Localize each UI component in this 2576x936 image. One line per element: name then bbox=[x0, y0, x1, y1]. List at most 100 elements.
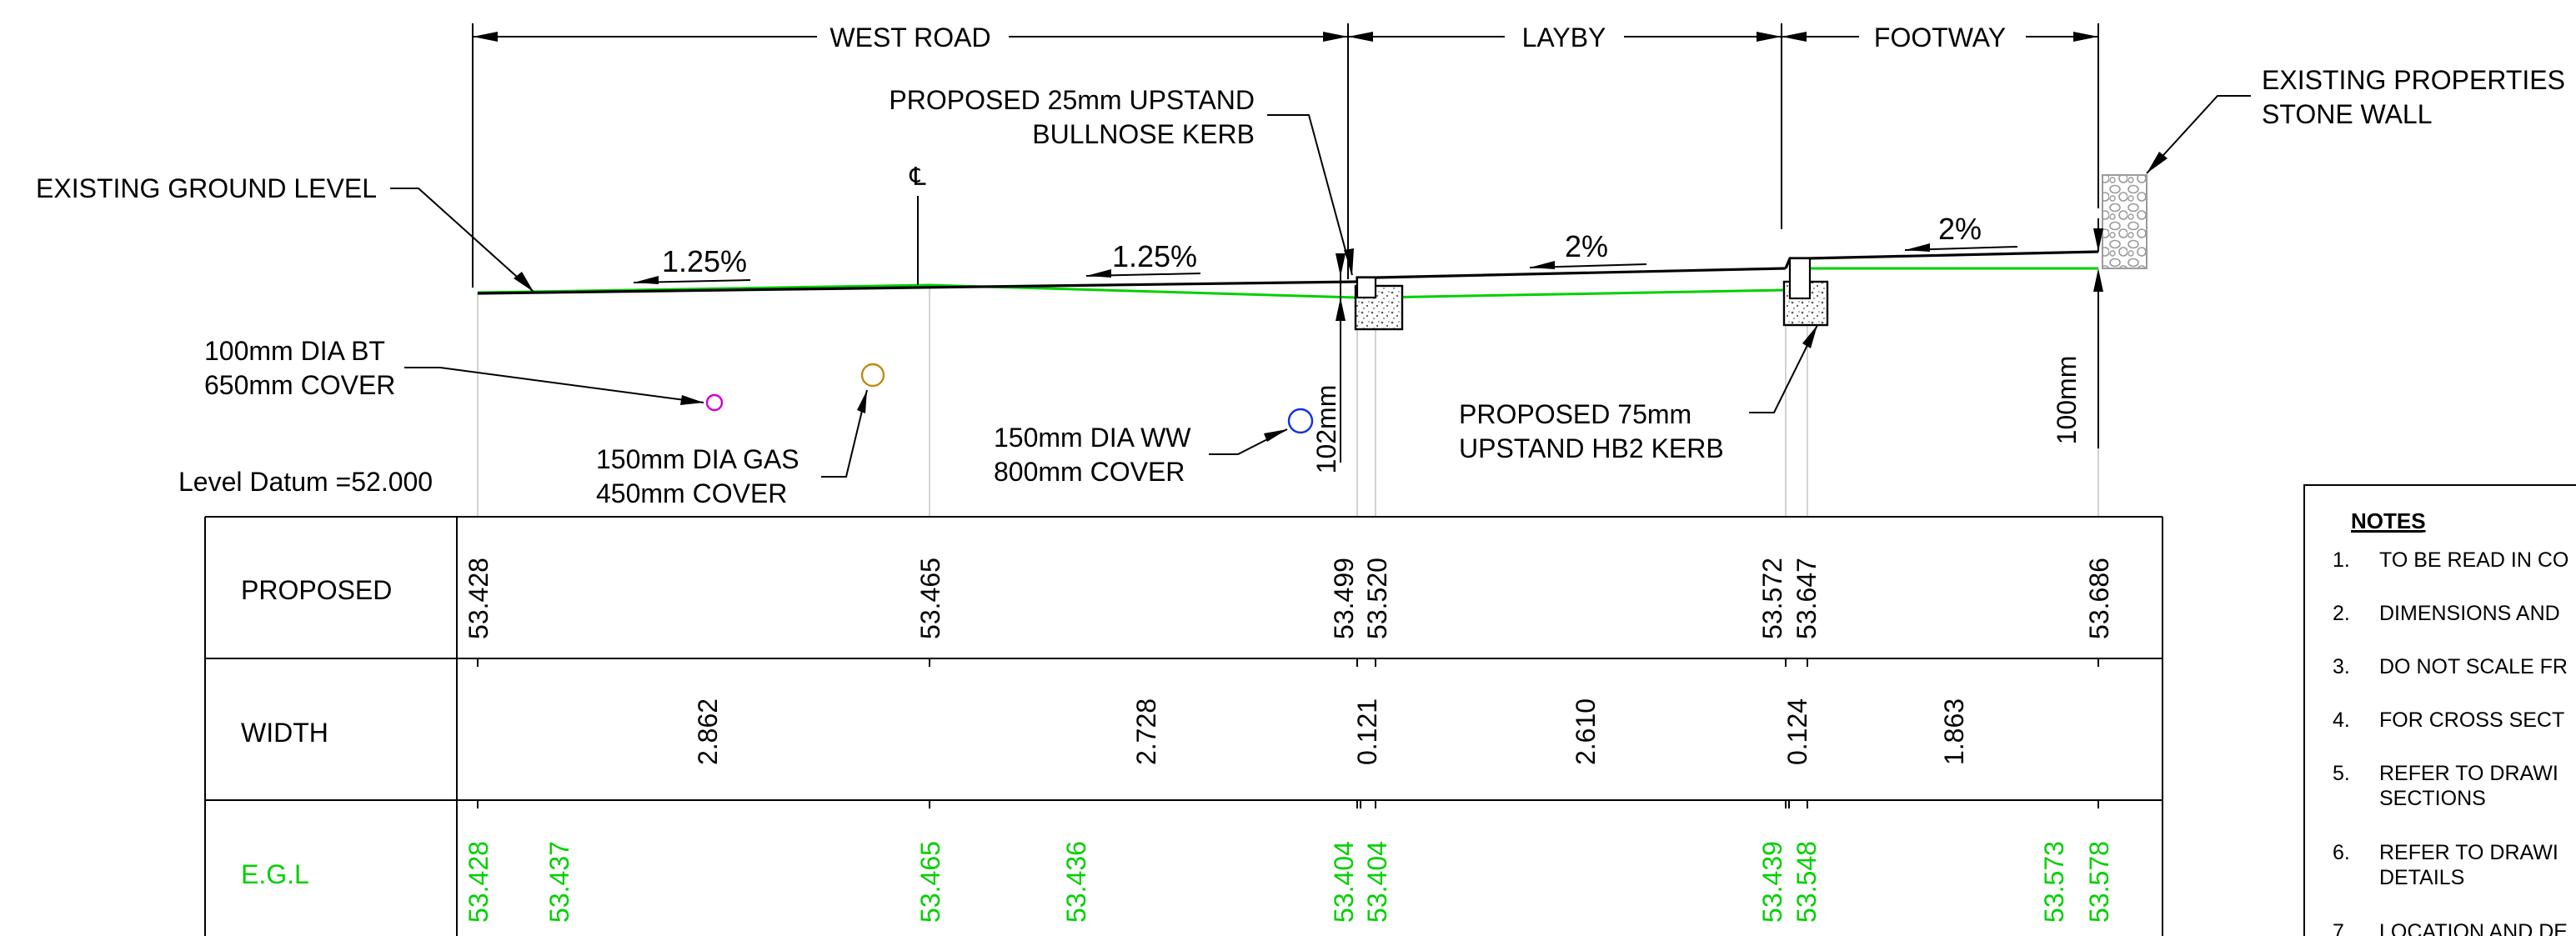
ww-pipe-callout: 150mm DIA WW 800mm COVER bbox=[994, 408, 1314, 487]
egl-level-value: 53.573 bbox=[2039, 841, 2069, 923]
arrowhead bbox=[473, 32, 498, 42]
centreline-symbol: ℄ bbox=[909, 163, 926, 191]
egl-level-value: 53.428 bbox=[464, 841, 494, 923]
proposed-level-value: 53.572 bbox=[1757, 558, 1787, 639]
hb2-kerb-label-2: UPSTAND HB2 KERB bbox=[1459, 433, 1724, 463]
width-value: 2.862 bbox=[693, 698, 723, 765]
egl-level-value: 53.548 bbox=[1792, 841, 1822, 923]
proposed-level-value: 53.686 bbox=[2084, 558, 2114, 639]
width-value: 1.863 bbox=[1939, 698, 1969, 765]
gas-pipe-circle bbox=[860, 363, 885, 388]
proposed-level-value: 53.499 bbox=[1329, 558, 1359, 639]
note-number: 4. bbox=[2333, 708, 2350, 732]
table-ticks bbox=[477, 658, 2099, 808]
egl-level-value: 53.578 bbox=[2084, 841, 2114, 923]
note-text: TO BE READ IN CO bbox=[2379, 548, 2568, 572]
west-road-label: WEST ROAD bbox=[829, 23, 990, 53]
upstand-100-label: 100mm bbox=[2052, 356, 2082, 445]
arrowhead bbox=[1782, 32, 1807, 42]
ww-label-2: 800mm COVER bbox=[994, 457, 1185, 487]
egl-level-value: 53.439 bbox=[1757, 841, 1787, 923]
level-datum-label: Level Datum =52.000 bbox=[178, 467, 433, 497]
proposed-levels: 53.428 53.465 53.499 53.520 53.572 53.64… bbox=[464, 558, 2114, 639]
gradient-label: 2% bbox=[1565, 229, 1608, 263]
row-label-proposed: PROPOSED bbox=[241, 575, 392, 605]
egl-level-value: 53.404 bbox=[1362, 841, 1392, 923]
arrowhead bbox=[1348, 32, 1373, 42]
proposed-level-value: 53.520 bbox=[1362, 558, 1392, 639]
arrowhead bbox=[1757, 32, 1782, 42]
bt-duct-callout: 100mm DIA BT 650mm COVER bbox=[204, 336, 724, 412]
width-value: 2.728 bbox=[1131, 698, 1161, 765]
level-table bbox=[204, 516, 2163, 936]
hb2-kerb-label-1: PROPOSED 75mm bbox=[1459, 399, 1691, 429]
stone-wall-callout: EXISTING PROPERTIES STONE WALL bbox=[2146, 65, 2565, 174]
egl-level-value: 53.465 bbox=[915, 841, 945, 923]
stone-wall bbox=[2102, 174, 2148, 269]
egl-level-value: 53.404 bbox=[1329, 841, 1359, 923]
proposed-level-value: 53.647 bbox=[1792, 558, 1822, 639]
layby-label: LAYBY bbox=[1522, 23, 1606, 53]
gradient-arrow-3: 2% bbox=[1529, 229, 1647, 269]
row-label-width: WIDTH bbox=[241, 718, 328, 748]
ww-pipe-circle bbox=[1287, 408, 1314, 434]
bt-label-1: 100mm DIA BT bbox=[204, 336, 385, 366]
note-text: SECTIONS bbox=[2379, 787, 2486, 810]
upstand-102-dim: 102mm bbox=[1311, 253, 1346, 473]
upstand-102-label: 102mm bbox=[1311, 385, 1341, 474]
proposed-level-value: 53.428 bbox=[464, 558, 494, 639]
stone-wall-label-2: STONE WALL bbox=[2262, 99, 2433, 129]
ww-label-1: 150mm DIA WW bbox=[994, 423, 1191, 453]
notes-panel: NOTES 1. TO BE READ IN CO 2. DIMENSIONS … bbox=[2303, 484, 2576, 936]
existing-ground-label: EXISTING GROUND LEVEL bbox=[36, 173, 377, 203]
gradient-label: 1.25% bbox=[662, 244, 747, 278]
bt-label-2: 650mm COVER bbox=[204, 370, 395, 400]
arrowhead bbox=[1323, 32, 1348, 42]
note-text: DO NOT SCALE FR bbox=[2379, 655, 2568, 678]
notes-list: 1. TO BE READ IN CO 2. DIMENSIONS AND 3.… bbox=[2333, 548, 2568, 936]
gradient-arrow-2: 1.25% bbox=[1085, 239, 1201, 278]
gradient-arrow-4: 2% bbox=[1904, 212, 2018, 252]
dimension-arrows bbox=[473, 32, 2098, 42]
gradient-label: 2% bbox=[1938, 212, 1982, 246]
note-text: LOCATION AND DE bbox=[2379, 920, 2568, 936]
note-text: DETAILS bbox=[2379, 866, 2464, 889]
gas-label-1: 150mm DIA GAS bbox=[596, 444, 799, 474]
level-extension-lines bbox=[477, 275, 2099, 517]
widths: 2.862 2.728 0.121 2.610 0.124 1.863 bbox=[693, 698, 1969, 765]
notes-heading: NOTES bbox=[2351, 508, 2426, 533]
arrowhead bbox=[2073, 32, 2098, 42]
note-number: 6. bbox=[2333, 841, 2350, 864]
hb2-kerb-callout: PROPOSED 75mm UPSTAND HB2 KERB bbox=[1459, 324, 1818, 463]
egl-levels: 53.428 53.437 53.465 53.436 53.404 53.40… bbox=[464, 841, 2114, 923]
width-value: 2.610 bbox=[1571, 698, 1601, 765]
width-value: 0.121 bbox=[1352, 698, 1382, 765]
note-number: 3. bbox=[2333, 655, 2350, 678]
existing-ground-callout: EXISTING GROUND LEVEL bbox=[36, 173, 534, 293]
egl-level-value: 53.437 bbox=[544, 841, 574, 923]
bt-duct-circle bbox=[705, 393, 724, 412]
note-text: REFER TO DRAWI bbox=[2379, 841, 2558, 864]
proposed-level-value: 53.465 bbox=[915, 558, 945, 639]
egl-level-value: 53.436 bbox=[1061, 841, 1091, 923]
width-value: 0.124 bbox=[1782, 698, 1812, 765]
bullnose-kerb bbox=[1354, 276, 1404, 331]
dimension-string bbox=[472, 23, 2099, 288]
gradient-label: 1.25% bbox=[1112, 239, 1197, 273]
row-label-egl: E.G.L bbox=[241, 859, 309, 889]
bullnose-kerb-label-2: BULLNOSE KERB bbox=[1032, 119, 1255, 149]
bullnose-kerb-label-1: PROPOSED 25mm UPSTAND bbox=[889, 85, 1255, 115]
note-number: 7. bbox=[2333, 920, 2350, 936]
gas-pipe-callout: 150mm DIA GAS 450mm COVER bbox=[596, 363, 885, 508]
bullnose-kerb-callout: PROPOSED 25mm UPSTAND BULLNOSE KERB bbox=[889, 85, 1354, 276]
note-number: 1. bbox=[2333, 548, 2350, 572]
note-text: REFER TO DRAWI bbox=[2379, 762, 2558, 785]
hb2-kerb bbox=[1782, 257, 1829, 327]
upstand-100-dim: 100mm bbox=[2052, 218, 2103, 448]
note-text: FOR CROSS SECT bbox=[2379, 708, 2564, 732]
footway-label: FOOTWAY bbox=[1874, 23, 2006, 53]
gas-label-2: 450mm COVER bbox=[596, 478, 787, 508]
stone-wall-label-1: EXISTING PROPERTIES bbox=[2262, 65, 2565, 95]
gradient-arrow-1: 1.25% bbox=[633, 244, 751, 284]
note-number: 2. bbox=[2333, 602, 2350, 625]
